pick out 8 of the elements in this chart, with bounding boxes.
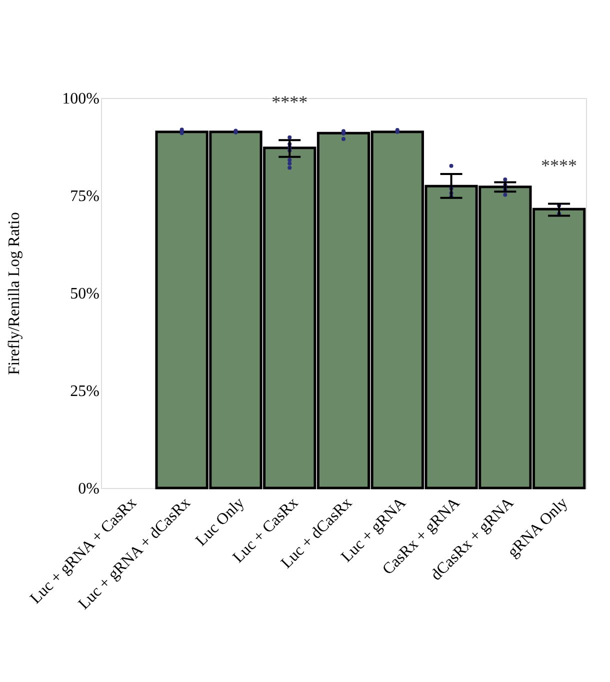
y-tick-label: 50% xyxy=(70,286,100,302)
y-tick-label: 100% xyxy=(62,90,100,108)
y-tick-label: 75% xyxy=(70,188,100,205)
y-tick-label: 25% xyxy=(70,383,100,400)
annotation: **** xyxy=(272,92,308,112)
annotation: **** xyxy=(541,156,578,176)
y-tick-label: 0% xyxy=(78,480,100,498)
y-axis-title: Firefly/Renilla Log Ratio xyxy=(6,212,24,375)
